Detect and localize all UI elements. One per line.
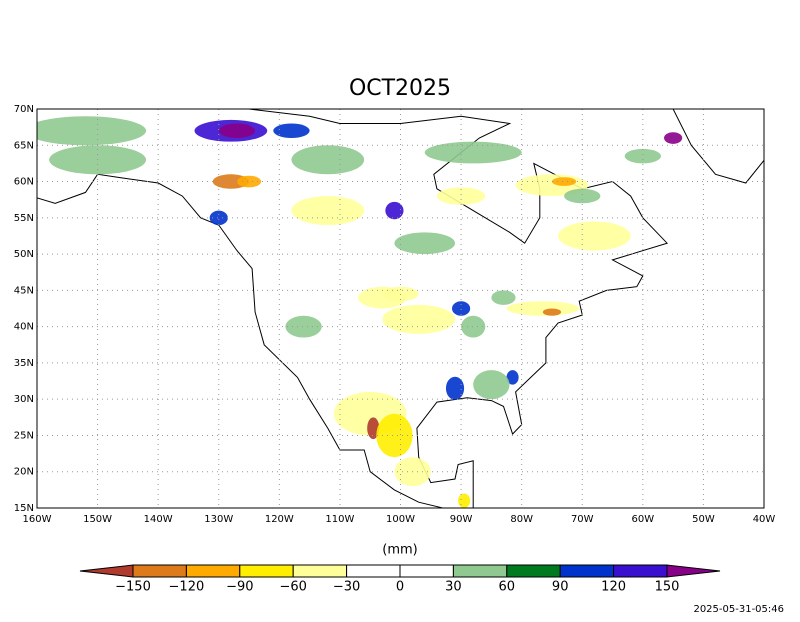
precip-patch [376,413,413,458]
lat-label: 20N [14,467,34,478]
precip-patch [218,123,256,139]
precip-patch [506,301,580,316]
colorbar-swatch [506,564,561,578]
precip-patch [37,116,147,146]
lon-label: 110W [325,514,354,525]
precip-patch [424,141,522,164]
timestamp: 2025-05-31-05:46 [693,604,784,615]
colorbar-label: 90 [552,580,569,595]
colorbar-swatch [452,564,508,578]
colorbar-swatch [132,564,187,578]
precip-patch [458,493,471,508]
precip-patch [209,210,228,226]
colorbar-swatch [185,564,241,578]
lat-label: 45N [14,285,34,296]
lon-label: 50W [692,514,715,525]
lon-label: 70W [571,514,594,525]
colorbar-label: 60 [499,580,516,595]
precip-patch [564,188,601,204]
colorbar-swatch [239,564,294,578]
colorbar-swatch [292,564,348,578]
lat-label: 50N [14,249,34,260]
lat-label: 60N [14,177,34,188]
lon-label: 60W [632,514,655,525]
colorbar-label: −30 [333,580,360,595]
lat-label: 55N [14,213,34,224]
colorbar-swatch [346,564,401,578]
colorbar-label: 30 [445,580,462,595]
lat-label: 35N [14,358,34,369]
lat-label: 25N [14,430,34,441]
precip-patch [367,417,380,440]
colorbar-unit: (mm) [382,543,417,558]
precip-patch [451,301,471,316]
lon-label: 140W [144,514,173,525]
precip-patch [394,232,456,255]
colorbar-end [666,564,721,578]
lat-label: 40N [14,322,34,333]
precip-patch [382,286,419,302]
precip-patch [291,145,365,175]
colorbar-swatch [613,564,668,578]
precip-patch [473,370,510,400]
colorbar-label: 0 [396,580,404,595]
colorbar-label: −150 [115,580,151,595]
precip-patch [461,315,486,338]
precip-patch [542,308,562,316]
lon-label: 160W [23,514,52,525]
land-outline [672,109,764,184]
precip-patch [558,221,631,251]
colorbar-label: 150 [655,580,680,595]
precip-patch [506,370,519,385]
precip-patch [273,123,310,139]
colorbar-label: −120 [169,580,205,595]
lon-label: 120W [265,514,294,525]
colorbar-label: −90 [226,580,253,595]
lon-label: 90W [450,514,473,525]
precip-patch [385,201,404,220]
colorbar-end [79,564,134,578]
precip-patch [291,196,365,226]
colorbar-swatch [399,564,454,578]
plot-frame [36,108,765,509]
lat-label: 30N [14,394,34,405]
precip-patch [491,290,516,305]
lon-label: 80W [510,514,533,525]
colorbar-label: −60 [279,580,306,595]
lon-label: 150W [83,514,112,525]
colorbar-swatch [559,564,615,578]
precip-patch [624,148,662,164]
lat-label: 70N [14,104,34,115]
colorbar-label: 120 [601,580,626,595]
precip-patch [236,175,262,188]
map-title: OCT2025 [349,76,451,101]
colorbar: −150 −120 −90 −60 −30 0 30 60 90 120 150 [79,564,721,595]
lat-label: 15N [14,503,34,514]
lon-label: 100W [386,514,415,525]
precip-patch [436,187,486,205]
precip-patch [445,376,465,400]
precip-patch [382,304,456,334]
precip-patch [664,132,683,144]
precip-patch [285,315,322,338]
precip-patch [551,177,577,186]
lat-label: 65N [14,140,34,151]
plot-area: 15N 20N 25N 30N 35N 40N 45N 50N 55N 60N 65N 70N 160W… [14,104,776,525]
land-outline [37,109,669,508]
lon-label: 130W [204,514,233,525]
lon-label: 40W [753,514,776,525]
map-layer [37,109,764,508]
